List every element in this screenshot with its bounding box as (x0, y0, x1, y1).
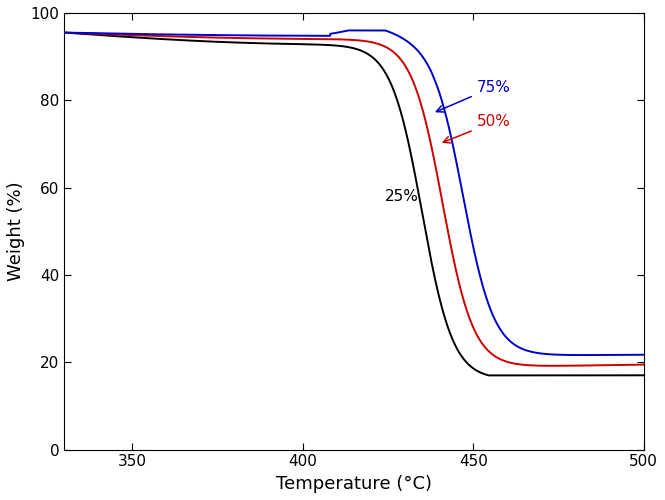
X-axis label: Temperature (°C): Temperature (°C) (276, 475, 432, 493)
Text: 50%: 50% (444, 114, 511, 143)
Text: 75%: 75% (436, 80, 511, 112)
Y-axis label: Weight (%): Weight (%) (7, 182, 25, 281)
Text: 25%: 25% (384, 188, 418, 204)
